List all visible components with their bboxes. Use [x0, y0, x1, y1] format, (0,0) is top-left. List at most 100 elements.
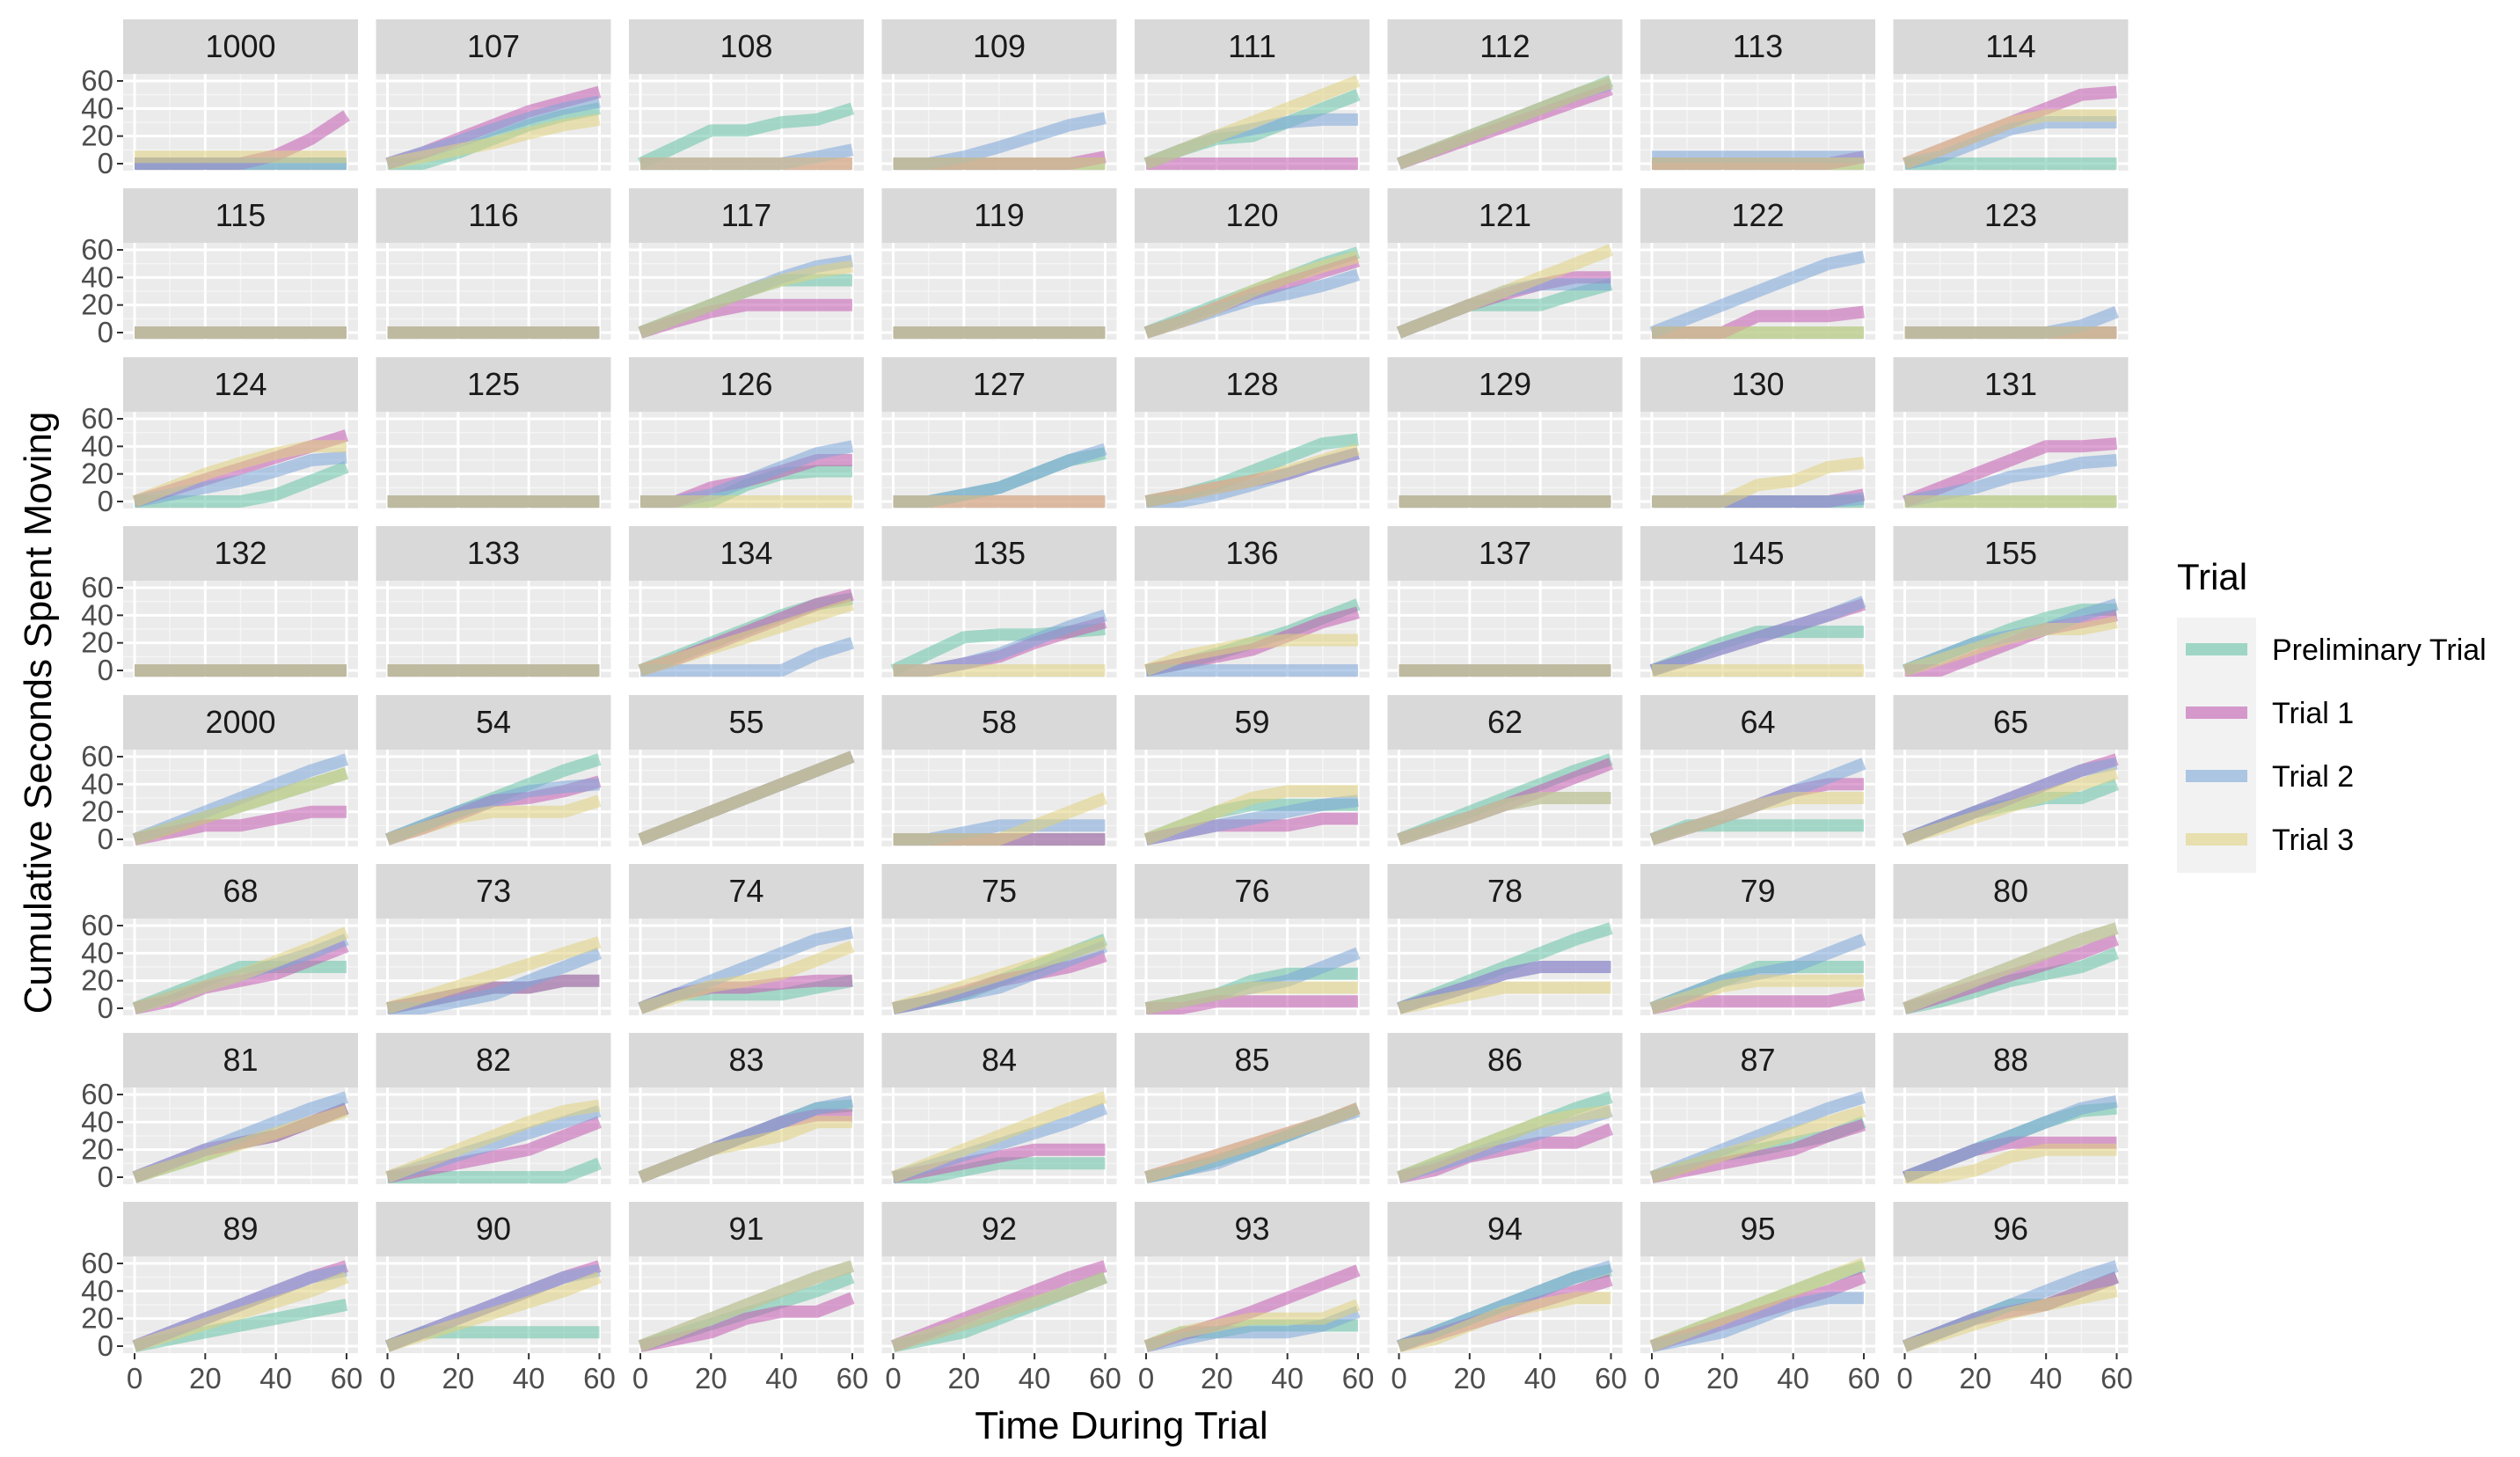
facet-panel: 108: [629, 19, 864, 171]
series-line-trial-1: [1146, 995, 1358, 1014]
facet-strip: [881, 1033, 1117, 1087]
facet-strip-label: 134: [719, 535, 772, 571]
facet-strip-label: 145: [1731, 535, 1784, 571]
x-tick-label: 0: [379, 1362, 395, 1395]
series-line-trial-3: [891, 936, 1107, 1014]
facet-panel: 136: [1135, 526, 1370, 677]
facet-strip: [1893, 695, 2129, 750]
facet-strip-label: 119: [974, 197, 1024, 233]
x-tick-label: 0: [632, 1362, 648, 1395]
series-line-preliminary-trial: [135, 461, 349, 508]
facet-panel: 134: [629, 526, 864, 677]
facet-strip: [1135, 357, 1370, 412]
facet-strip-label: 129: [1479, 366, 1531, 402]
facet-panel: 85: [1135, 1033, 1370, 1184]
facet-panel: 109: [881, 19, 1117, 171]
facet-panel: 79: [1640, 864, 1875, 1015]
series-line-trial-3: [1143, 251, 1360, 339]
facet-strip-label: 111: [1228, 28, 1276, 64]
facet-strip-label: 117: [721, 197, 771, 233]
legend: Trial Preliminary Trial Trial 1 Trial 2 Tri…: [2177, 556, 2487, 873]
facet-panel: 132: [123, 526, 358, 677]
facet-panel: 120: [1135, 188, 1370, 340]
facet-strip: [629, 526, 864, 581]
series-line-trial-3: [1652, 457, 1865, 508]
facet-strip-label: 94: [1487, 1211, 1523, 1247]
series-line-trial-2: [1649, 596, 1866, 677]
facet-strip: [1893, 1202, 2129, 1256]
facet-strip: [881, 526, 1117, 581]
facet-strip-label: 76: [1234, 873, 1269, 909]
facet-panel: 117: [629, 188, 864, 340]
facet-strip: [376, 864, 611, 919]
series-line-trial-1: [639, 1292, 855, 1352]
facet-strip-label: 1000: [205, 28, 275, 64]
facet-strip: [629, 695, 864, 750]
facet-panel: 137: [1387, 526, 1623, 677]
facet-strip-label: 91: [728, 1211, 763, 1247]
facet-panel: 84: [881, 1033, 1117, 1184]
facet-strip-label: 130: [1731, 366, 1784, 402]
facet-panel: 116: [376, 188, 611, 340]
x-tick-label: 0: [127, 1362, 142, 1395]
facet-panel: 93: [1135, 1202, 1370, 1353]
facet-panel: 73: [376, 864, 611, 1015]
series-line-preliminary-trial: [638, 102, 855, 170]
facet-panel: 87: [1640, 1033, 1875, 1184]
legend-key-background: [2177, 618, 2256, 873]
series-line-trial-3: [1398, 1292, 1611, 1352]
facet-strip-label: 87: [1740, 1042, 1775, 1078]
x-tick-label: 60: [583, 1362, 616, 1395]
facet-strip: [1135, 1033, 1370, 1087]
x-tick-label: 40: [1524, 1362, 1557, 1395]
series-line-trial-3: [1143, 633, 1358, 677]
facet-strip: [1893, 188, 2129, 243]
series-line-trial-1: [1902, 437, 2118, 508]
facet-strip: [1135, 864, 1370, 919]
facet-panel: 127: [881, 357, 1117, 509]
x-tick-label: 40: [1271, 1362, 1304, 1395]
facet-strip-label: 58: [982, 704, 1017, 740]
facet-panel: 54: [376, 695, 611, 846]
series-line-preliminary-trial: [387, 1157, 603, 1183]
facet-panel: 125: [376, 357, 611, 509]
facet-strip-label: 55: [728, 704, 763, 740]
facet-strip: [1387, 357, 1623, 412]
x-tick-label: 60: [1342, 1362, 1375, 1395]
facet-strip-label: 107: [467, 28, 520, 64]
y-tick-label: 0: [98, 992, 113, 1024]
series-line-trial-2: [133, 450, 347, 508]
legend-title: Trial: [2177, 556, 2247, 597]
facet-strip: [629, 864, 864, 919]
facet-panel: 135: [881, 526, 1117, 677]
y-axis-title: Cumulative Seconds Spent Moving: [17, 412, 60, 1014]
y-tick-label: 0: [98, 147, 113, 179]
facet-strip-label: 108: [719, 28, 772, 64]
facet-strip-label: 89: [223, 1211, 258, 1247]
facet-strip-label: 131: [1984, 366, 2037, 402]
facet-strip: [1387, 188, 1623, 243]
series-line-trial-3: [1143, 75, 1361, 170]
facet-strip: [376, 188, 611, 243]
facet-strip-label: 62: [1487, 704, 1523, 740]
series-line-trial-3: [1143, 1299, 1361, 1352]
facet-panel: 80: [1893, 864, 2129, 1015]
series-line-trial-3: [1902, 109, 2117, 170]
series-line-trial-3: [132, 1271, 349, 1352]
facet-strip: [1135, 1202, 1370, 1256]
series-line-trial-3: [386, 113, 601, 170]
series-line-trial-2: [1649, 250, 1866, 339]
facet-strip-label: 82: [476, 1042, 511, 1078]
facet-strip: [881, 864, 1117, 919]
facet-strip: [1893, 1033, 2129, 1087]
facet-strip: [123, 19, 358, 74]
y-tick-label: 60: [81, 402, 113, 435]
facet-strip-label: 86: [1487, 1042, 1523, 1078]
x-tick-label: 60: [1595, 1362, 1627, 1395]
facet-panel: 121: [1387, 188, 1623, 340]
facet-strip: [1135, 188, 1370, 243]
x-tick-label: 20: [1959, 1362, 1991, 1395]
series-line-trial-1: [1144, 606, 1360, 677]
facet-strip: [1640, 19, 1875, 74]
